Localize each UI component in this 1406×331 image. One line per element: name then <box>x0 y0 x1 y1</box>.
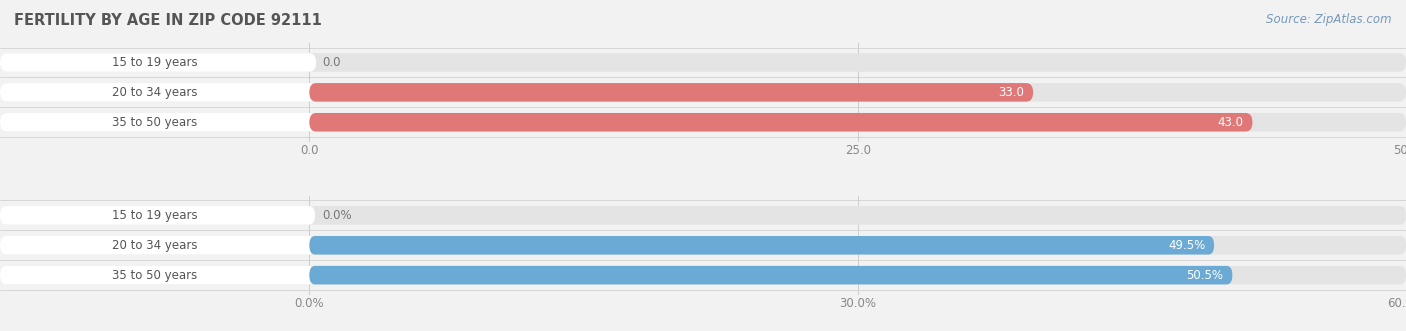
FancyBboxPatch shape <box>0 236 1406 255</box>
Text: 20 to 34 years: 20 to 34 years <box>112 239 197 252</box>
FancyBboxPatch shape <box>309 236 1215 255</box>
FancyBboxPatch shape <box>0 236 315 255</box>
Text: 35 to 50 years: 35 to 50 years <box>112 269 197 282</box>
FancyBboxPatch shape <box>0 83 1406 102</box>
FancyBboxPatch shape <box>0 206 315 225</box>
FancyBboxPatch shape <box>0 113 316 131</box>
FancyBboxPatch shape <box>309 83 1033 102</box>
FancyBboxPatch shape <box>0 266 315 284</box>
Text: 15 to 19 years: 15 to 19 years <box>112 56 197 69</box>
FancyBboxPatch shape <box>0 206 1406 225</box>
Text: 0.0: 0.0 <box>322 56 342 69</box>
FancyBboxPatch shape <box>309 266 1233 284</box>
Text: 20 to 34 years: 20 to 34 years <box>112 86 197 99</box>
Text: Source: ZipAtlas.com: Source: ZipAtlas.com <box>1267 13 1392 26</box>
Text: 33.0: 33.0 <box>998 86 1025 99</box>
FancyBboxPatch shape <box>309 113 1253 131</box>
FancyBboxPatch shape <box>0 53 1406 72</box>
FancyBboxPatch shape <box>0 266 1406 284</box>
FancyBboxPatch shape <box>0 83 316 102</box>
FancyBboxPatch shape <box>0 53 316 72</box>
Text: 0.0%: 0.0% <box>322 209 352 222</box>
Text: 35 to 50 years: 35 to 50 years <box>112 116 197 129</box>
Text: 50.5%: 50.5% <box>1187 269 1223 282</box>
Text: 43.0: 43.0 <box>1218 116 1244 129</box>
Text: 15 to 19 years: 15 to 19 years <box>112 209 197 222</box>
Text: 49.5%: 49.5% <box>1168 239 1205 252</box>
FancyBboxPatch shape <box>0 113 1406 131</box>
Text: FERTILITY BY AGE IN ZIP CODE 92111: FERTILITY BY AGE IN ZIP CODE 92111 <box>14 13 322 28</box>
